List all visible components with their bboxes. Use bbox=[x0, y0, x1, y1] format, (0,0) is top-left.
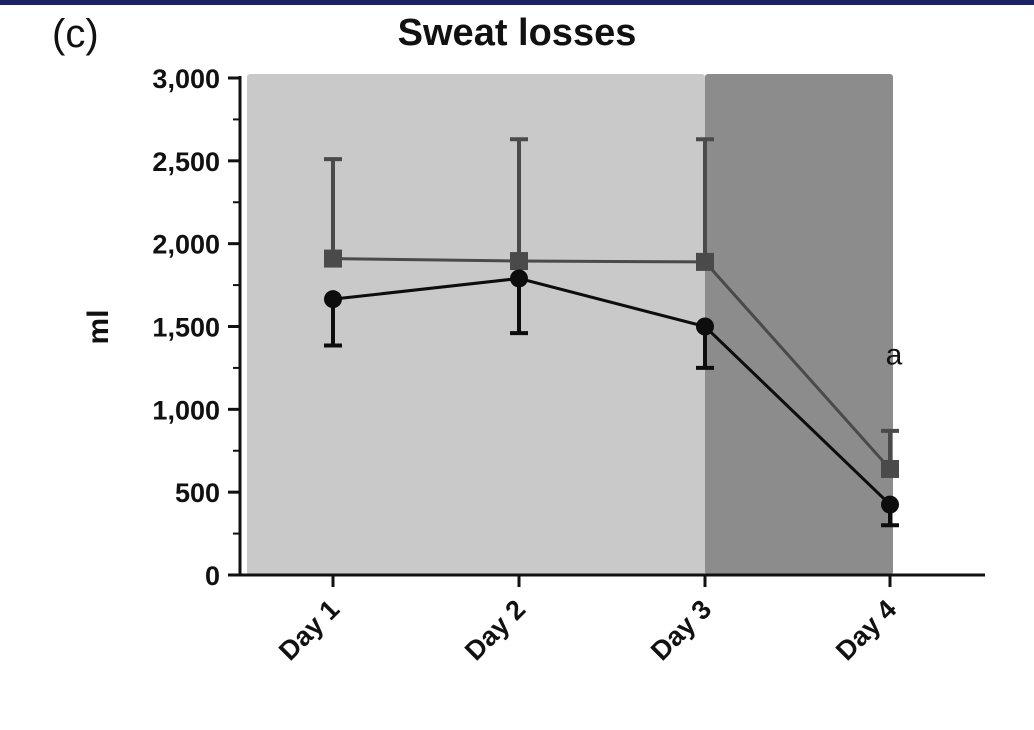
x-tick-label: Day 1 bbox=[273, 594, 345, 666]
y-tick-label: 1,000 bbox=[152, 395, 220, 425]
circle-series-point bbox=[881, 495, 899, 514]
square-series-point bbox=[324, 249, 342, 268]
panel-label: (c) bbox=[52, 12, 99, 56]
y-tick-label: 0 bbox=[205, 561, 220, 591]
y-tick-label: 2,500 bbox=[152, 147, 220, 177]
shaded-region-dark bbox=[705, 74, 893, 575]
circle-series-point bbox=[324, 290, 342, 309]
shaded-region-light bbox=[247, 74, 705, 575]
x-tick-label: Day 2 bbox=[459, 594, 531, 666]
x-tick-label: Day 4 bbox=[830, 594, 902, 666]
x-tick-label: Day 3 bbox=[645, 594, 717, 666]
significance-annotation: a bbox=[886, 339, 903, 372]
square-series-point bbox=[696, 252, 714, 271]
square-series-point bbox=[881, 459, 899, 478]
y-tick-label: 500 bbox=[175, 478, 220, 508]
circle-series-point bbox=[510, 269, 528, 288]
top-rule bbox=[0, 0, 1034, 5]
y-tick-label: 2,000 bbox=[152, 230, 220, 260]
chart-title: Sweat losses bbox=[398, 12, 637, 54]
circle-series-line bbox=[332, 276, 892, 506]
y-tick-label: 1,500 bbox=[152, 313, 220, 343]
square-series-line bbox=[332, 257, 892, 470]
y-axis-label: ml bbox=[82, 309, 115, 344]
circle-series-point bbox=[696, 317, 714, 336]
square-series-point bbox=[510, 252, 528, 271]
y-tick-label: 3,000 bbox=[152, 64, 220, 94]
